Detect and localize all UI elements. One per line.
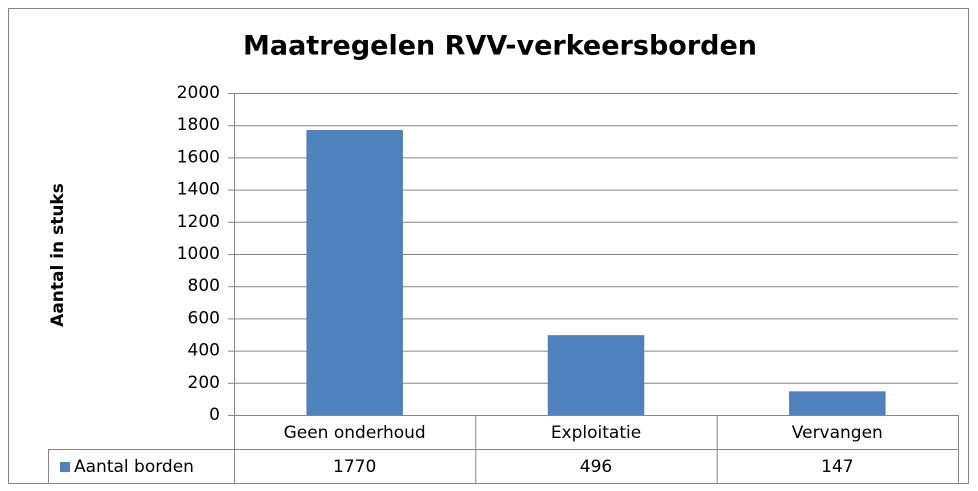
y-tick-label: 0	[209, 405, 220, 425]
chart-title: Maatregelen RVV-verkeersborden	[243, 31, 757, 62]
y-tick-label: 1600	[177, 147, 220, 167]
x-tick-label: Geen onderhoud	[284, 423, 426, 443]
x-tick-label: Exploitatie	[551, 423, 641, 443]
x-tick-label: Vervangen	[792, 423, 883, 443]
y-tick-label: 1200	[177, 212, 220, 232]
table-value: 1770	[333, 457, 376, 477]
y-tick-label: 400	[188, 341, 220, 361]
y-tick-label: 800	[188, 276, 220, 296]
legend-label: Aantal borden	[74, 457, 194, 477]
y-tick-label: 1400	[177, 180, 220, 200]
bar	[547, 335, 645, 415]
y-tick-label: 1000	[177, 244, 220, 264]
y-tick-label: 200	[188, 373, 220, 393]
y-tick-label: 2000	[177, 83, 220, 103]
table-value: 147	[821, 457, 853, 477]
bar	[306, 130, 403, 415]
table-value: 496	[580, 457, 612, 477]
y-tick-label: 1800	[177, 115, 220, 135]
bar	[789, 391, 886, 415]
y-axis-label: Aantal in stuks	[48, 183, 68, 327]
legend-marker	[60, 462, 70, 472]
y-tick-label: 600	[188, 308, 220, 328]
